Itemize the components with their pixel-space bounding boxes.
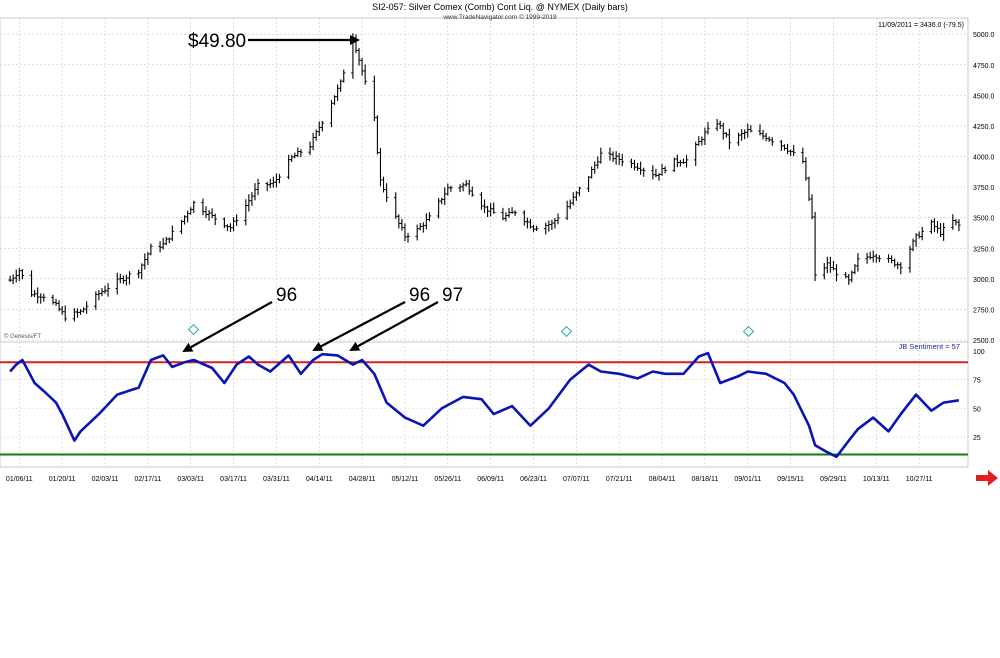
x-tick-label: 07/07/11 (563, 476, 590, 483)
x-tick-label: 04/14/11 (306, 476, 333, 483)
price-y-tick-label: 4250.0 (973, 124, 995, 131)
sentiment-callout-arrow-b (312, 301, 406, 351)
watermark: © Genesis/FT (4, 333, 41, 340)
x-tick-label: 09/01/11 (734, 476, 761, 483)
x-tick-label: 03/03/11 (177, 476, 204, 483)
x-tick-label: 05/12/11 (392, 476, 419, 483)
x-tick-label: 06/23/11 (520, 476, 547, 483)
price-y-tick-label: 5000.0 (973, 32, 995, 39)
x-tick-label: 03/31/11 (263, 476, 290, 483)
price-y-tick-label: 4500.0 (973, 93, 995, 100)
x-tick-label: 05/26/11 (434, 476, 461, 483)
x-tick-label: 06/09/11 (477, 476, 504, 483)
x-tick-label: 08/18/11 (692, 476, 719, 483)
sentiment-callout-label-c: 97 (442, 285, 463, 306)
x-tick-label: 10/27/11 (906, 476, 933, 483)
indicator-label: JB Sentiment = 57 (899, 342, 961, 351)
price-y-tick-label: 3500.0 (973, 216, 995, 223)
x-tick-label: 03/17/11 (220, 476, 247, 483)
sentiment-y-tick-label: 50 (973, 406, 981, 413)
x-tick-label: 02/03/11 (92, 476, 119, 483)
vertical-gridlines (19, 18, 920, 467)
sentiment-y-tick-label: 25 (973, 435, 981, 442)
price-y-tick-label: 3750.0 (973, 185, 995, 192)
price-y-tick-label: 3000.0 (973, 277, 995, 284)
price-y-tick-label: 4750.0 (973, 63, 995, 70)
sentiment-axis-ticks: 100 75 50 25 (973, 349, 985, 442)
sentiment-y-tick-label: 100 (973, 349, 985, 356)
event-marker-icon (187, 323, 200, 336)
x-tick-label: 08/04/11 (649, 476, 676, 483)
price-y-tick-label: 2750.0 (973, 307, 995, 314)
price-y-tick-label: 4000.0 (973, 155, 995, 162)
last-quote: 11/09/2011 = 3436.0 (-79.5) (878, 22, 964, 29)
sentiment-callout-arrow-a (182, 301, 273, 352)
chart-title: SI2-057: Silver Comex (Comb) Cont Liq. @… (372, 2, 628, 12)
x-tick-label: 09/15/11 (777, 476, 804, 483)
sentiment-callout-arrow-c (349, 301, 439, 351)
sentiment-callout-label-a: 96 (276, 285, 297, 306)
sentiment-y-tick-label: 75 (973, 378, 981, 385)
date-axis-ticks: 01/06/11 01/20/11 02/03/11 02/17/11 03/03/11… (6, 476, 933, 483)
sentiment-line (9, 351, 960, 459)
price-panel-frame (0, 17, 969, 343)
x-tick-label: 09/29/11 (820, 476, 847, 483)
horizontal-gridlines (0, 33, 968, 438)
scroll-right-arrow-icon[interactable] (976, 470, 998, 486)
chart-subtitle: www.TradeNavigator.com © 1999-2019 (442, 13, 557, 21)
peak-callout-label: $49.80 (188, 31, 246, 52)
x-tick-label: 01/06/11 (6, 476, 33, 483)
event-marker-icon (742, 325, 755, 338)
event-marker-icon (560, 325, 573, 338)
price-axis-ticks: 5000.0 4750.0 4500.0 4250.0 4000.0 3750.0 3500… (973, 32, 995, 345)
x-tick-label: 04/28/11 (349, 476, 376, 483)
sentiment-callout-label-b: 96 (409, 285, 430, 306)
x-tick-label: 07/21/11 (606, 476, 633, 483)
x-tick-label: 01/20/11 (49, 476, 76, 483)
price-y-tick-label: 3250.0 (973, 246, 995, 253)
price-bars (8, 33, 961, 322)
x-tick-label: 02/17/11 (134, 476, 161, 483)
price-y-tick-label: 2500.0 (973, 338, 995, 345)
x-tick-label: 10/13/11 (863, 476, 890, 483)
